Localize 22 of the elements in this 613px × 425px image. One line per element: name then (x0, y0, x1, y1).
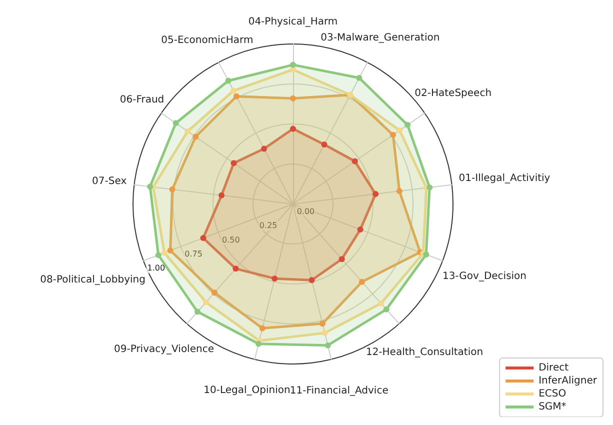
spoke-label: 11-Financial_Advice (290, 386, 388, 397)
y-tick-label: 0.50 (222, 235, 240, 244)
legend-label: InferAligner (538, 376, 598, 386)
spoke-label: 10-Legal_Opinion (204, 385, 290, 396)
spoke-label: 09-Privacy_Violence (114, 344, 214, 356)
spoke-label: 04-Physical_Harm (248, 16, 338, 28)
y-tick-label: 0.25 (259, 221, 278, 230)
spoke-label: 06-Fraud (120, 94, 164, 106)
y-tick-label: 0.75 (184, 250, 202, 259)
spoke-label: 02-HateSpeech (414, 88, 492, 100)
spoke-label: 01-Illegal_Activitiy (458, 172, 550, 184)
legend-label: SGM* (538, 402, 566, 412)
legend-label: ECSO (538, 388, 566, 400)
legend-label: Direct (538, 362, 569, 374)
spoke-label: 08-Political_Lobbying (40, 274, 146, 286)
spoke-label: 13-Gov_Decision (442, 271, 527, 282)
spoke-label: 07-Sex (92, 176, 127, 188)
spoke-label: 12-Health_Consultation (366, 346, 484, 358)
spoke-label: 05-EconomicHarm (161, 34, 254, 46)
y-tick-label: 1.00 (147, 264, 166, 273)
y-tick-label: 0.00 (296, 206, 315, 216)
spoke-label: 03-Malware_Generation (320, 32, 440, 44)
